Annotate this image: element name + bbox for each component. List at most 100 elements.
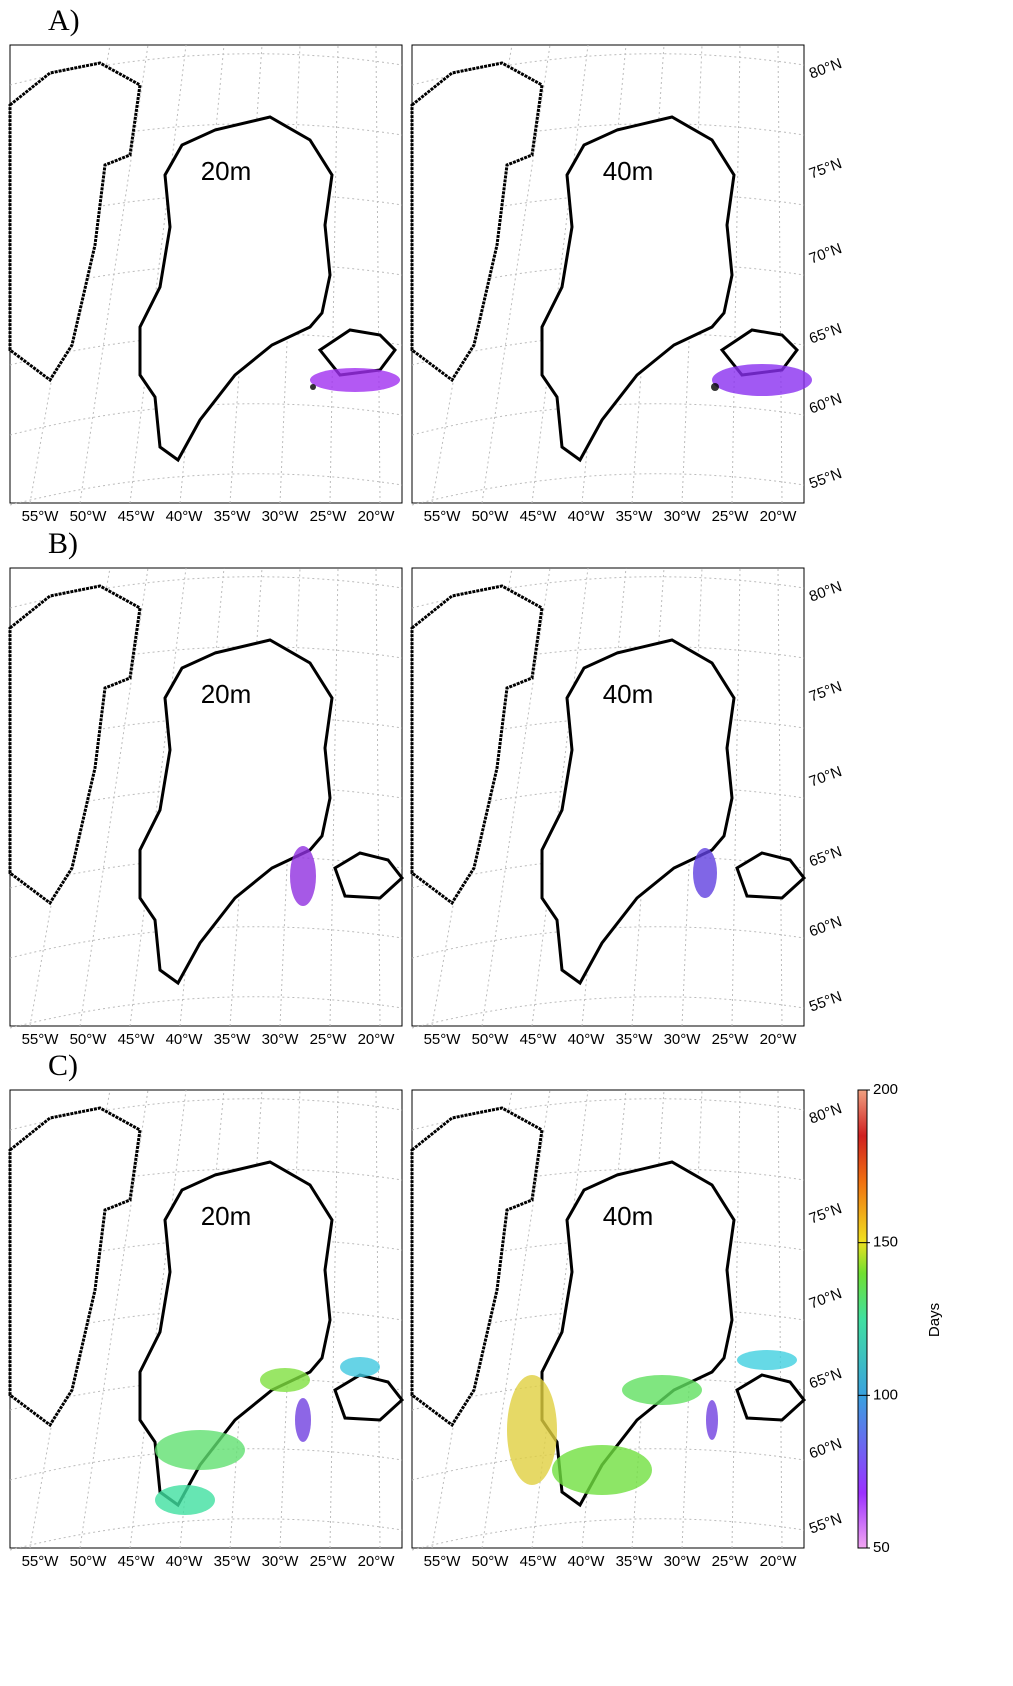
map: 20m: [8, 44, 403, 506]
lon-label: 45°W: [520, 1553, 558, 1570]
lat-label: 75°N: [807, 1200, 844, 1227]
lon-label: 30°W: [664, 1031, 702, 1048]
map: 40m: [410, 567, 807, 1029]
particle-cloud: [693, 848, 717, 898]
lon-label: 35°W: [214, 508, 252, 525]
lon-label: 55°W: [424, 1553, 462, 1570]
depth-label: 20m: [201, 156, 252, 186]
lon-label: 40°W: [568, 1031, 606, 1048]
graticule: [481, 567, 551, 1027]
lon-label: 45°W: [118, 1553, 156, 1570]
lon-label: 45°W: [118, 1031, 156, 1048]
graticule: [229, 567, 263, 1027]
lat-label: 75°N: [807, 155, 844, 182]
lat-label: 80°N: [807, 1100, 844, 1127]
land: [8, 61, 142, 383]
particle-cloud: [737, 1350, 797, 1370]
lon-label: 35°W: [214, 1031, 252, 1048]
depth-label: 40m: [603, 1201, 654, 1231]
graticule: [375, 567, 381, 1027]
lon-label: 50°W: [70, 1553, 108, 1570]
graticule: [631, 567, 665, 1027]
particle-cloud: [340, 1357, 380, 1377]
lat-label: 60°N: [807, 390, 844, 417]
land: [735, 1373, 807, 1422]
lon-label: 20°W: [760, 508, 798, 525]
graticule: [129, 567, 187, 1027]
graticule: [681, 567, 703, 1027]
graticule: [79, 44, 149, 504]
map: 40m: [410, 1089, 807, 1551]
graticule: [279, 567, 301, 1027]
graticule: [329, 44, 339, 504]
lat-label: 65°N: [807, 843, 844, 870]
particle-cloud: [622, 1375, 702, 1405]
lon-label: 40°W: [166, 1031, 204, 1048]
graticule: [731, 1089, 741, 1549]
lon-label: 40°W: [568, 508, 606, 525]
particle-cloud: [295, 1398, 311, 1442]
graticule: [731, 44, 741, 504]
graticule: [777, 567, 783, 1027]
lat-label: 80°N: [807, 55, 844, 82]
map: 20m: [8, 1089, 405, 1551]
particle-cloud: [290, 846, 316, 906]
lon-label: 55°W: [22, 1031, 60, 1048]
lon-label: 25°W: [712, 1031, 750, 1048]
colorbar-tick-label: 150: [873, 1234, 898, 1251]
lon-label: 55°W: [424, 508, 462, 525]
particle-cloud: [706, 1400, 718, 1440]
lon-label: 40°W: [166, 508, 204, 525]
particle-cloud: [552, 1445, 652, 1495]
map: 40m: [410, 44, 812, 506]
lat-label: 55°N: [807, 1510, 844, 1537]
land: [410, 1106, 544, 1428]
lat-label: 60°N: [807, 913, 844, 940]
land: [540, 638, 736, 986]
lon-label: 30°W: [262, 1031, 300, 1048]
lon-label: 25°W: [310, 1031, 348, 1048]
land: [410, 584, 544, 906]
particle-cloud: [711, 383, 719, 391]
graticule: [681, 44, 703, 504]
lon-label: 40°W: [166, 1553, 204, 1570]
particle-cloud: [310, 384, 316, 390]
graticule: [279, 1089, 301, 1549]
colorbar-tick-label: 200: [873, 1081, 898, 1098]
colorbar-tick-label: 50: [873, 1539, 890, 1556]
graticule: [79, 1089, 149, 1549]
graticule: [531, 44, 589, 504]
lat-label: 55°N: [807, 465, 844, 492]
particle-cloud: [260, 1368, 310, 1392]
lon-label: 35°W: [214, 1553, 252, 1570]
depth-label: 40m: [603, 679, 654, 709]
panel-label: B): [48, 527, 78, 560]
lon-label: 55°W: [424, 1031, 462, 1048]
lon-label: 30°W: [664, 508, 702, 525]
graticule: [329, 1089, 339, 1549]
particle-cloud: [310, 368, 400, 392]
lon-label: 50°W: [472, 1031, 510, 1048]
lon-label: 30°W: [262, 1553, 300, 1570]
lon-label: 25°W: [310, 508, 348, 525]
lon-label: 20°W: [760, 1031, 798, 1048]
graticule: [79, 567, 149, 1027]
lon-label: 25°W: [310, 1553, 348, 1570]
graticule: [731, 567, 741, 1027]
land: [333, 851, 405, 900]
graticule: [681, 1089, 703, 1549]
graticule: [777, 1089, 783, 1549]
graticule: [777, 44, 783, 504]
lon-label: 20°W: [760, 1553, 798, 1570]
depth-label: 40m: [603, 156, 654, 186]
lat-label: 65°N: [807, 320, 844, 347]
lon-label: 40°W: [568, 1553, 606, 1570]
lon-label: 45°W: [520, 508, 558, 525]
particle-cloud: [155, 1430, 245, 1470]
graticule: [129, 1089, 187, 1549]
graticule: [631, 44, 665, 504]
colorbar-title: Days: [926, 1303, 943, 1337]
lon-label: 50°W: [472, 1553, 510, 1570]
lon-label: 50°W: [472, 508, 510, 525]
